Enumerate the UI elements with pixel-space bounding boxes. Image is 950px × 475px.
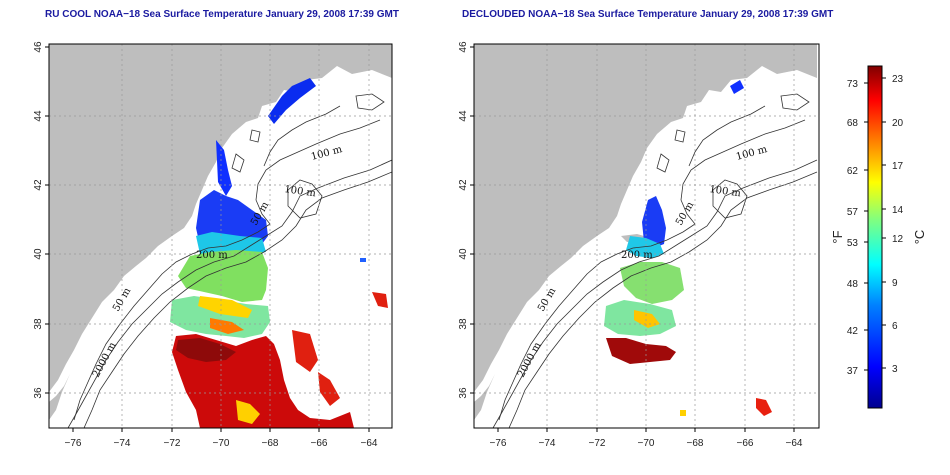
contour-label: 100 m: [284, 184, 317, 199]
x-tick-label: −64: [361, 438, 378, 449]
fahrenheit-tick-label: 68: [847, 118, 859, 129]
fahrenheit-tick-label: 73: [847, 79, 859, 90]
x-tick-label: −68: [687, 438, 704, 449]
left-map-title: RU COOL NOAA−18 Sea Surface Temperature …: [45, 9, 399, 20]
y-tick-label: 40: [458, 248, 469, 260]
x-tick-label: −74: [114, 438, 131, 449]
contour-label: 200 m: [196, 250, 228, 261]
left-map-panel: 100 m 100 m 50 m 200 m 50 m 2000 m −76 −…: [33, 41, 393, 449]
left-tick-marks: [45, 46, 370, 432]
y-tick-label: 46: [458, 41, 469, 53]
y-tick-label: 44: [33, 110, 44, 122]
celsius-tick-label: 12: [892, 234, 904, 245]
contour-label: 100 m: [709, 184, 742, 199]
y-tick-label: 38: [458, 318, 469, 330]
fahrenheit-tick-label: 48: [847, 279, 859, 290]
y-tick-label: 38: [33, 318, 44, 330]
fahrenheit-unit-label: °F: [830, 230, 845, 243]
fahrenheit-tick-label: 62: [847, 166, 859, 177]
celsius-unit-label: °C: [912, 230, 927, 245]
colorbar: 73 68 62 57 53 48 42 37 23 20 17 14 12 9…: [830, 65, 927, 409]
y-tick-label: 40: [33, 248, 44, 260]
celsius-tick-label: 14: [892, 205, 904, 216]
celsius-tick-label: 9: [892, 278, 898, 289]
x-tick-label: −76: [490, 438, 507, 449]
y-tick-label: 42: [33, 179, 44, 191]
x-tick-label: −72: [164, 438, 181, 449]
x-tick-label: −70: [213, 438, 230, 449]
x-tick-label: −64: [786, 438, 803, 449]
right-sst-data: [604, 80, 772, 416]
right-map-title: DECLOUDED NOAA−18 Sea Surface Temperatur…: [462, 9, 834, 20]
fahrenheit-tick-label: 37: [847, 366, 859, 377]
right-tick-marks: [470, 46, 795, 432]
y-tick-label: 44: [458, 110, 469, 122]
x-tick-label: −66: [311, 438, 328, 449]
x-tick-label: −76: [65, 438, 82, 449]
celsius-tick-label: 3: [892, 364, 898, 375]
x-tick-label: −70: [638, 438, 655, 449]
fahrenheit-tick-label: 53: [847, 238, 859, 249]
fahrenheit-tick-label: 57: [847, 207, 859, 218]
contour-label: 200 m: [621, 250, 653, 261]
y-tick-label: 36: [33, 387, 44, 399]
right-gridlines: [474, 44, 819, 428]
x-tick-label: −72: [589, 438, 606, 449]
celsius-tick-label: 17: [892, 161, 904, 172]
celsius-tick-label: 6: [892, 321, 898, 332]
y-tick-label: 46: [33, 41, 44, 53]
left-gridlines: [49, 44, 392, 428]
x-tick-label: −74: [539, 438, 556, 449]
celsius-tick-label: 23: [892, 74, 904, 85]
x-tick-label: −66: [737, 438, 754, 449]
celsius-tick-label: 20: [892, 118, 904, 129]
x-tick-label: −68: [262, 438, 279, 449]
fahrenheit-tick-label: 42: [847, 326, 859, 337]
y-tick-label: 36: [458, 387, 469, 399]
colorbar-gradient: [867, 65, 883, 409]
right-map-panel: 100 m 100 m 50 m 200 m 50 m 2000 m −76 −…: [458, 41, 820, 449]
left-sst-data: [170, 78, 388, 428]
y-tick-label: 42: [458, 179, 469, 191]
